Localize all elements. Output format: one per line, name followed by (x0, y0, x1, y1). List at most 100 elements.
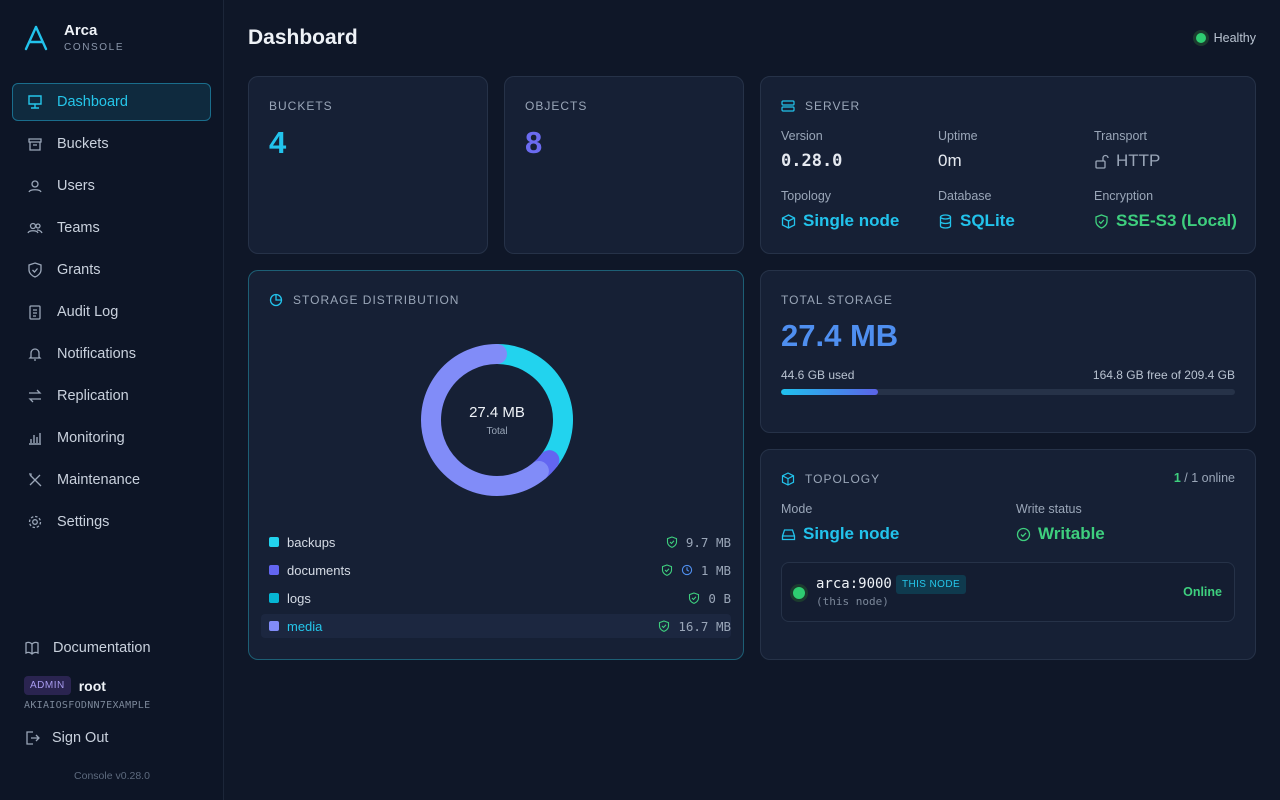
online-number: 1 (1173, 471, 1181, 485)
users-icon (27, 178, 43, 194)
legend-swatch (269, 621, 279, 631)
transport-key: Transport (1094, 129, 1148, 143)
total-storage-label: TOTAL STORAGE (781, 293, 893, 307)
server-header: SERVER (781, 99, 860, 113)
health-label: Healthy (1213, 31, 1256, 45)
sidebar-item-label: Teams (57, 220, 100, 236)
database-key: Database (938, 189, 992, 203)
storage-donut-chart[interactable]: 27.4 MB Total (417, 340, 577, 500)
shield-check-icon (1095, 213, 1108, 229)
objects-card[interactable]: OBJECTS 8 (504, 76, 744, 254)
legend-swatch (269, 593, 279, 603)
topology-text: Single node (803, 211, 900, 230)
storage-distribution-header: STORAGE DISTRIBUTION (269, 293, 459, 307)
server-database: Database SQLite (938, 189, 1094, 231)
health-dot (1195, 33, 1206, 43)
role-badge: ADMIN (24, 676, 71, 695)
clock-icon (681, 564, 693, 576)
sign-out-button[interactable]: Sign Out (24, 730, 108, 746)
encryption-key: Encryption (1094, 189, 1154, 203)
legend-size-value: 9.7 MB (685, 534, 731, 550)
legend-name: logs (287, 590, 311, 606)
sidebar-item-users[interactable]: Users (12, 167, 211, 205)
sidebar-item-dashboard[interactable]: Dashboard (12, 83, 211, 121)
shield-icon (27, 262, 43, 278)
sidebar-item-buckets[interactable]: Buckets (12, 125, 211, 163)
node-subtitle: (this node) (816, 595, 889, 608)
hard-drive-icon (781, 528, 796, 540)
buckets-label: BUCKETS (269, 99, 333, 113)
topology-value: Single node (781, 211, 937, 231)
buckets-count: 4 (269, 125, 287, 160)
donut-segment-backups[interactable] (487, 344, 573, 471)
topology-write-status: Write status Writable (1016, 502, 1236, 544)
legend-size: 1 MB (661, 563, 731, 578)
donut-segment-media[interactable] (421, 344, 549, 496)
shield-check-icon (666, 536, 677, 548)
clipboard-icon (27, 304, 43, 320)
server-icon (781, 100, 795, 112)
buckets-card[interactable]: BUCKETS 4 (248, 76, 488, 254)
storage-legend: backups 9.7 MB documents 1 MB logs 0 B (261, 530, 731, 642)
storage-usage-bar (781, 389, 1235, 395)
legend-item-documents[interactable]: documents 1 MB (261, 558, 731, 582)
sidebar-item-replication[interactable]: Replication (12, 377, 211, 415)
storage-distribution-label: STORAGE DISTRIBUTION (293, 293, 460, 307)
documentation-link[interactable]: Documentation (24, 640, 151, 656)
legend-swatch (269, 537, 279, 547)
topology-header: TOPOLOGY (781, 472, 880, 486)
uptime-value: 0m (938, 151, 962, 170)
legend-item-media[interactable]: media 16.7 MB (261, 614, 731, 638)
legend-size: 9.7 MB (666, 535, 731, 550)
server-encryption: Encryption SSE-S3 (Local) (1094, 189, 1254, 231)
sidebar-item-label: Buckets (57, 136, 109, 152)
node-row[interactable]: arca:9000 THIS NODE (this node) Online (781, 562, 1235, 622)
teams-icon (27, 220, 43, 236)
legend-size-value: 1 MB (700, 562, 731, 578)
donut-svg (421, 344, 573, 496)
donut-center: 27.4 MB Total (417, 340, 577, 500)
donut-total-value: 27.4 MB (469, 403, 525, 421)
bar-chart-icon (27, 430, 43, 446)
sidebar-item-label: Users (57, 178, 95, 194)
bucket-icon (27, 136, 43, 152)
write-status-key: Write status (1016, 502, 1082, 516)
sign-out-icon (26, 731, 40, 745)
legend-item-logs[interactable]: logs 0 B (261, 586, 731, 610)
brand-subtitle: CONSOLE (64, 42, 125, 53)
online-count: 1 / 1 online (1174, 471, 1235, 485)
storage-used: 44.6 GB used (781, 368, 855, 382)
objects-count: 8 (525, 125, 543, 160)
online-total: / 1 online (1180, 471, 1235, 485)
sidebar-item-teams[interactable]: Teams (12, 209, 211, 247)
legend-swatch (269, 565, 279, 575)
write-status-text: Writable (1038, 524, 1105, 543)
encryption-text: SSE-S3 (Local) (1116, 211, 1237, 230)
sidebar-item-monitoring[interactable]: Monitoring (12, 419, 211, 457)
legend-size: 16.7 MB (658, 619, 731, 634)
sidebar-item-maintenance[interactable]: Maintenance (12, 461, 211, 499)
brand[interactable]: Arca CONSOLE (24, 22, 124, 54)
bell-icon (27, 346, 43, 362)
transport-value: HTTP (1094, 151, 1250, 171)
sidebar-item-label: Maintenance (57, 472, 141, 488)
topology-mode: Mode Single node (781, 502, 1001, 544)
health-status: Healthy (1195, 31, 1256, 45)
server-label: SERVER (805, 99, 861, 113)
tools-icon (27, 472, 43, 488)
unlock-icon (1095, 154, 1109, 169)
sidebar-item-notifications[interactable]: Notifications (12, 335, 211, 373)
legend-item-backups[interactable]: backups 9.7 MB (261, 530, 731, 554)
sidebar-item-audit-log[interactable]: Audit Log (12, 293, 211, 331)
sidebar-item-label: Monitoring (57, 430, 125, 446)
check-circle-icon (1016, 527, 1031, 541)
dashboard-icon (27, 94, 43, 110)
legend-size: 0 B (688, 591, 731, 606)
sidebar-item-settings[interactable]: Settings (12, 503, 211, 541)
database-text: SQLite (960, 211, 1015, 230)
uptime-key: Uptime (938, 129, 978, 143)
mode-text: Single node (803, 524, 900, 543)
console-version: Console v0.28.0 (74, 770, 150, 782)
server-version: Version 0.28.0 (781, 129, 937, 171)
sidebar-item-grants[interactable]: Grants (12, 251, 211, 289)
